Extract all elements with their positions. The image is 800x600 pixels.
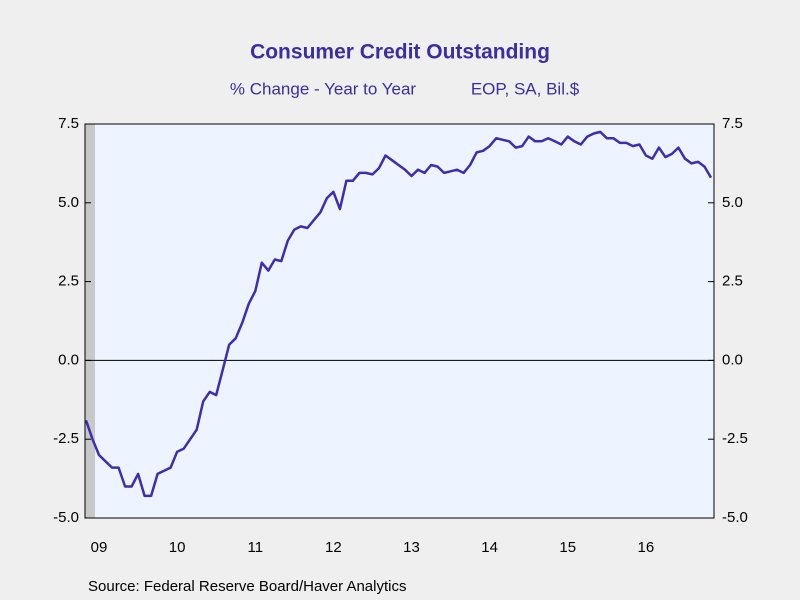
chart-subtitle: EOP, SA, Bil.$ <box>471 79 580 98</box>
y-tick-label: -5.0 <box>53 509 79 526</box>
recession-shade <box>85 124 95 518</box>
x-tick-label: 14 <box>481 539 498 556</box>
x-tick-label: 10 <box>169 539 186 556</box>
source-note: Source: Federal Reserve Board/Haver Anal… <box>88 578 406 595</box>
chart-subtitle: % Change - Year to Year <box>230 79 417 98</box>
y-tick-label: 2.5 <box>58 273 79 290</box>
data-line <box>84 130 713 498</box>
y2-tick-label: -2.5 <box>722 430 748 447</box>
plot-area <box>85 124 714 518</box>
y-tick-label: -2.5 <box>53 430 79 447</box>
y2-tick-label: -5.0 <box>722 509 748 526</box>
y-tick-label: 5.0 <box>58 194 79 211</box>
x-tick-label: 16 <box>638 539 655 556</box>
x-tick-label: 11 <box>247 539 263 556</box>
plot-border <box>84 123 715 519</box>
y2-tick-label: 7.5 <box>722 115 743 132</box>
y-tick-label: 0.0 <box>58 351 79 368</box>
x-tick-label: 09 <box>91 539 108 556</box>
y2-tick-label: 5.0 <box>722 194 743 211</box>
y-tick-label: 7.5 <box>58 115 79 132</box>
x-tick-label: 12 <box>325 539 342 556</box>
y2-tick-label: 0.0 <box>722 351 743 368</box>
x-tick-label: 15 <box>559 539 576 556</box>
y2-tick-label: 2.5 <box>722 273 743 290</box>
chart-title: Consumer Credit Outstanding <box>250 41 550 64</box>
x-tick-label: 13 <box>403 539 420 556</box>
